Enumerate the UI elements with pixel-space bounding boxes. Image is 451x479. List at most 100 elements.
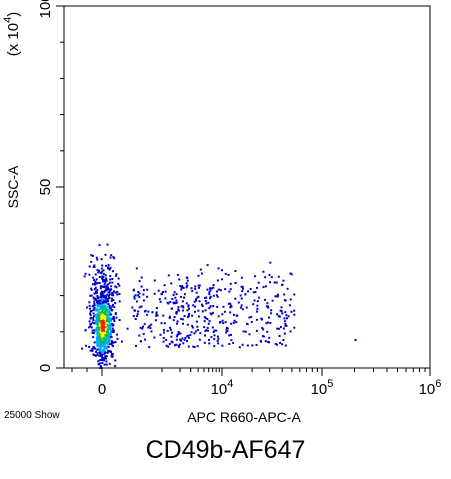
data-point <box>109 327 111 330</box>
data-point <box>276 343 279 346</box>
data-point <box>266 340 269 343</box>
data-point <box>153 279 156 282</box>
data-point <box>276 295 279 298</box>
data-point <box>254 291 257 294</box>
data-point <box>179 338 182 341</box>
data-point <box>120 340 123 343</box>
data-point <box>105 279 108 282</box>
data-point <box>116 333 118 336</box>
data-point <box>200 303 203 306</box>
data-point <box>106 343 109 346</box>
data-point <box>213 345 216 348</box>
data-point <box>213 334 216 337</box>
data-point <box>191 290 194 293</box>
data-point <box>104 351 107 354</box>
data-point <box>190 287 193 290</box>
data-point <box>108 293 111 296</box>
data-point <box>93 332 95 335</box>
data-point <box>100 314 103 317</box>
data-point <box>92 318 95 321</box>
data-point <box>179 332 182 335</box>
data-point <box>143 323 146 326</box>
data-point <box>96 337 98 340</box>
data-point <box>196 325 199 328</box>
data-point <box>265 305 268 308</box>
data-point <box>102 315 105 318</box>
data-point <box>105 317 108 320</box>
data-point <box>256 304 259 307</box>
data-point <box>191 314 194 317</box>
data-point <box>222 322 225 325</box>
data-point <box>105 264 107 267</box>
data-point <box>269 261 272 264</box>
data-point <box>102 273 105 276</box>
data-point <box>216 295 219 298</box>
data-point <box>146 313 149 316</box>
data-point <box>108 268 111 270</box>
data-point <box>103 363 106 366</box>
data-point <box>163 284 166 287</box>
data-point <box>106 336 109 339</box>
data-point <box>94 283 96 286</box>
data-point <box>186 335 189 338</box>
data-point <box>205 296 208 299</box>
data-point <box>103 359 105 362</box>
data-point <box>212 331 215 333</box>
data-point <box>95 316 98 318</box>
data-point <box>96 301 98 303</box>
data-point <box>186 323 189 326</box>
data-point <box>159 333 162 336</box>
plot-frame <box>63 5 431 369</box>
data-point <box>241 290 244 293</box>
data-point <box>185 286 188 289</box>
data-point <box>100 258 103 261</box>
data-point <box>108 288 111 291</box>
data-point <box>168 343 171 345</box>
data-point <box>188 307 190 310</box>
data-point <box>93 315 96 318</box>
data-point <box>215 329 218 332</box>
data-point <box>182 309 185 312</box>
data-point <box>93 341 96 344</box>
data-point <box>90 294 93 297</box>
data-point <box>240 297 243 300</box>
data-point <box>274 343 277 345</box>
data-point <box>157 289 160 292</box>
data-point <box>99 311 102 314</box>
data-point <box>279 326 282 329</box>
data-point <box>98 311 101 314</box>
data-point <box>118 293 121 295</box>
data-point <box>95 350 97 353</box>
data-point <box>88 346 91 348</box>
data-point <box>172 301 175 304</box>
data-point <box>181 285 184 288</box>
data-point <box>100 353 103 356</box>
data-point <box>98 349 101 352</box>
data-point <box>99 339 102 342</box>
data-point <box>91 305 94 308</box>
data-point <box>169 326 171 329</box>
data-point <box>212 284 215 286</box>
data-point <box>278 315 281 318</box>
data-point <box>99 355 102 358</box>
data-point <box>166 330 169 332</box>
data-point <box>102 344 105 347</box>
data-point <box>103 291 106 294</box>
data-point <box>99 336 102 339</box>
data-point <box>195 299 198 302</box>
data-point <box>103 347 106 350</box>
data-point <box>197 309 200 312</box>
data-point <box>242 287 244 290</box>
data-point <box>95 309 98 312</box>
data-point <box>112 330 114 333</box>
data-point <box>96 288 99 291</box>
data-point <box>98 324 101 327</box>
data-point <box>93 354 96 357</box>
data-point <box>104 281 107 284</box>
data-point <box>196 296 199 299</box>
data-point <box>159 300 162 303</box>
data-point <box>113 306 116 309</box>
data-point <box>136 313 139 316</box>
data-point <box>109 334 112 336</box>
data-point <box>229 311 232 314</box>
